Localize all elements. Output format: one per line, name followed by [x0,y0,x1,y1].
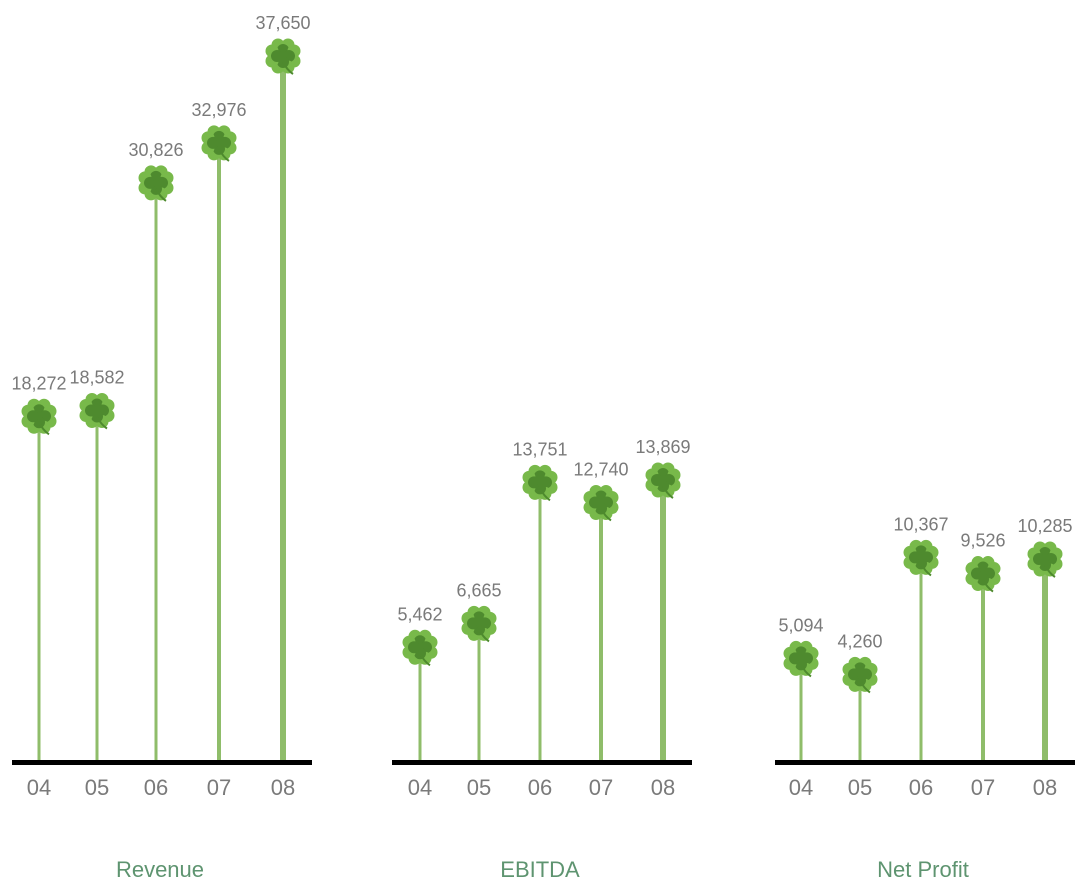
value-label: 32,976 [191,100,246,120]
x-tick-label: 07 [589,775,613,800]
baseline-axis [12,760,312,765]
value-label: 30,826 [128,140,183,160]
value-label: 10,285 [1017,516,1072,536]
value-label: 13,751 [512,439,567,459]
four-leaf-clover-icon [21,398,57,436]
four-leaf-clover-icon [903,539,939,577]
x-tick-label: 06 [909,775,933,800]
stem-bar [599,508,603,762]
chart-title: Revenue [116,857,204,882]
stem-bar [538,488,542,762]
value-label: 37,650 [255,13,310,33]
x-tick-label: 06 [528,775,552,800]
x-tick-label: 07 [207,775,231,800]
value-label: 10,367 [893,514,948,534]
four-leaf-clover-icon [461,605,497,643]
x-tick-label: 05 [467,775,491,800]
value-label: 5,094 [778,615,823,635]
value-label: 5,462 [397,604,442,624]
x-tick-label: 04 [408,775,432,800]
stem-bar [981,579,985,762]
stem-bar [95,416,99,762]
stem-bar [858,680,862,762]
x-tick-label: 05 [848,775,872,800]
value-label: 18,582 [69,368,124,388]
four-leaf-clover-icon [783,640,819,678]
x-tick-label: 05 [85,775,109,800]
chart-title: Net Profit [877,857,969,882]
four-leaf-clover-icon [583,484,619,522]
four-leaf-clover-icon [645,462,681,499]
value-label: 6,665 [456,580,501,600]
x-tick-label: 08 [651,775,675,800]
x-tick-label: 07 [971,775,995,800]
four-leaf-clover-icon [265,38,301,75]
four-leaf-clover-icon [842,656,878,694]
four-leaf-clover-icon [79,393,115,430]
stem-bar [37,422,41,762]
stem-bar [418,653,422,762]
value-label: 13,869 [635,437,690,457]
x-tick-label: 06 [144,775,168,800]
stem-bar [919,563,923,762]
chart-ebitda: 5,462 04 6,665 05 13,751 06 12,740 07 13,869 08 EB… [392,437,692,882]
four-leaf-clover-icon [402,629,438,667]
x-tick-label: 08 [271,775,295,800]
four-leaf-clover-icon [522,464,558,502]
baseline-axis [392,760,692,765]
stem-bar [154,188,158,762]
chart-net-profit: 5,094 04 4,260 05 10,367 06 9,526 07 10,285 08 Net… [775,514,1075,882]
x-tick-label: 08 [1033,775,1057,800]
stem-bar [799,664,803,762]
x-tick-label: 04 [789,775,813,800]
chart-title: EBITDA [500,857,580,882]
four-leaf-clover-icon [138,165,174,202]
four-leaf-clover-icon [1027,541,1063,578]
four-leaf-clover-icon [965,556,1001,593]
baseline-axis [775,760,1075,765]
stem-bar [280,62,286,762]
value-label: 18,272 [11,373,66,393]
chart-revenue: 18,272 04 18,582 05 30,826 06 32,976 07 37,650 08… [11,13,312,882]
stem-bar [660,486,666,762]
stem-bar [477,629,481,762]
value-label: 12,740 [573,459,628,479]
value-label: 4,260 [837,631,882,651]
stem-bar [1042,565,1048,762]
stem-bar [217,148,221,763]
value-label: 9,526 [960,531,1005,551]
x-tick-label: 04 [27,775,51,800]
four-leaf-clover-icon [201,125,237,162]
